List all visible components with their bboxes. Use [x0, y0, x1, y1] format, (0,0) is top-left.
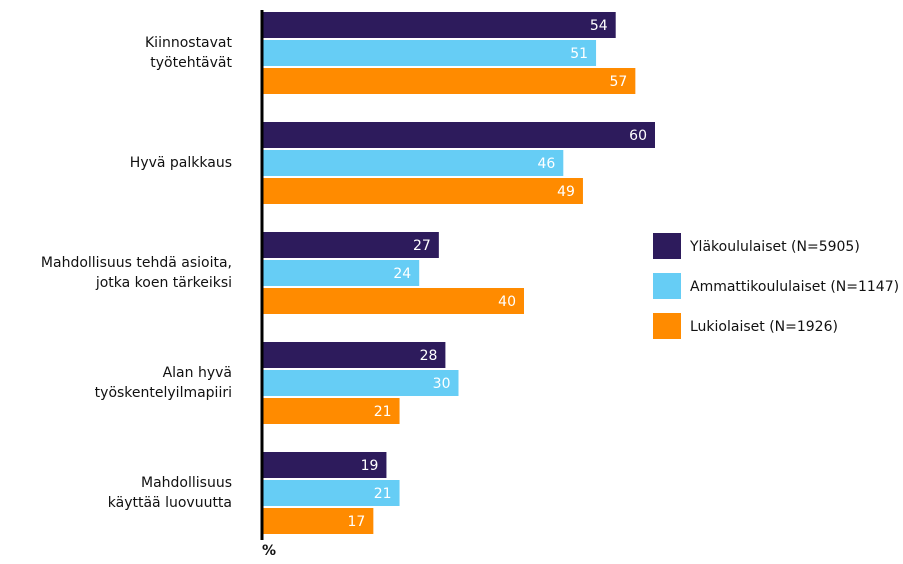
bar: [262, 12, 616, 38]
legend-label: Lukiolaiset (N=1926): [690, 319, 838, 335]
bar: [262, 398, 400, 424]
bar: [262, 452, 387, 478]
bar: [262, 508, 374, 534]
bar: [262, 68, 636, 94]
category-line: jotka koen tärkeiksi: [95, 275, 232, 291]
value-label: 54: [590, 18, 608, 34]
legend-swatch: [653, 233, 681, 259]
value-label: 17: [348, 514, 366, 530]
legend-swatch: [653, 273, 681, 299]
value-label: 49: [557, 184, 575, 200]
bar: [262, 232, 439, 258]
category-line: Mahdollisuus tehdä asioita,: [41, 255, 232, 271]
value-label: 21: [374, 404, 392, 420]
category-label: Alan hyvä työskentelyilmapiiri: [95, 365, 232, 401]
category-line: Hyvä palkkaus: [130, 155, 232, 171]
category-label: Mahdollisuus käyttää luovuutta: [108, 475, 232, 511]
value-label: 51: [570, 46, 588, 62]
category-line: Alan hyvä: [163, 365, 232, 381]
bar: [262, 150, 564, 176]
bar: [262, 342, 446, 368]
legend-swatch: [653, 313, 681, 339]
value-label: 21: [374, 486, 392, 502]
value-label: 27: [413, 238, 431, 254]
category-label: Mahdollisuus tehdä asioita, jotka koen tä…: [41, 255, 232, 291]
value-label: 57: [610, 74, 628, 90]
value-label: 30: [433, 376, 451, 392]
bar: [262, 122, 655, 148]
bar: [262, 370, 459, 396]
value-label: 46: [537, 156, 555, 172]
bar: [262, 480, 400, 506]
category-line: Mahdollisuus: [141, 475, 232, 491]
legend-label: Ammattikoululaiset (N=1147): [690, 279, 899, 295]
bar: [262, 288, 524, 314]
category-label: Kiinnostavat työtehtävät: [145, 35, 232, 71]
x-axis-label: %: [262, 543, 276, 559]
category-line: työskentelyilmapiiri: [95, 385, 232, 401]
value-label: 24: [393, 266, 411, 282]
bar: [262, 260, 420, 286]
category-line: työtehtävät: [150, 55, 232, 71]
value-label: 60: [629, 128, 647, 144]
bar: [262, 40, 597, 66]
bar: [262, 178, 583, 204]
value-label: 40: [498, 294, 516, 310]
value-label: 28: [420, 348, 438, 364]
category-label: Hyvä palkkaus: [130, 155, 232, 171]
value-label: 19: [361, 458, 379, 474]
legend-label: Yläkoululaiset (N=5905): [689, 239, 860, 255]
category-line: Kiinnostavat: [145, 35, 232, 51]
category-line: käyttää luovuutta: [108, 495, 232, 511]
